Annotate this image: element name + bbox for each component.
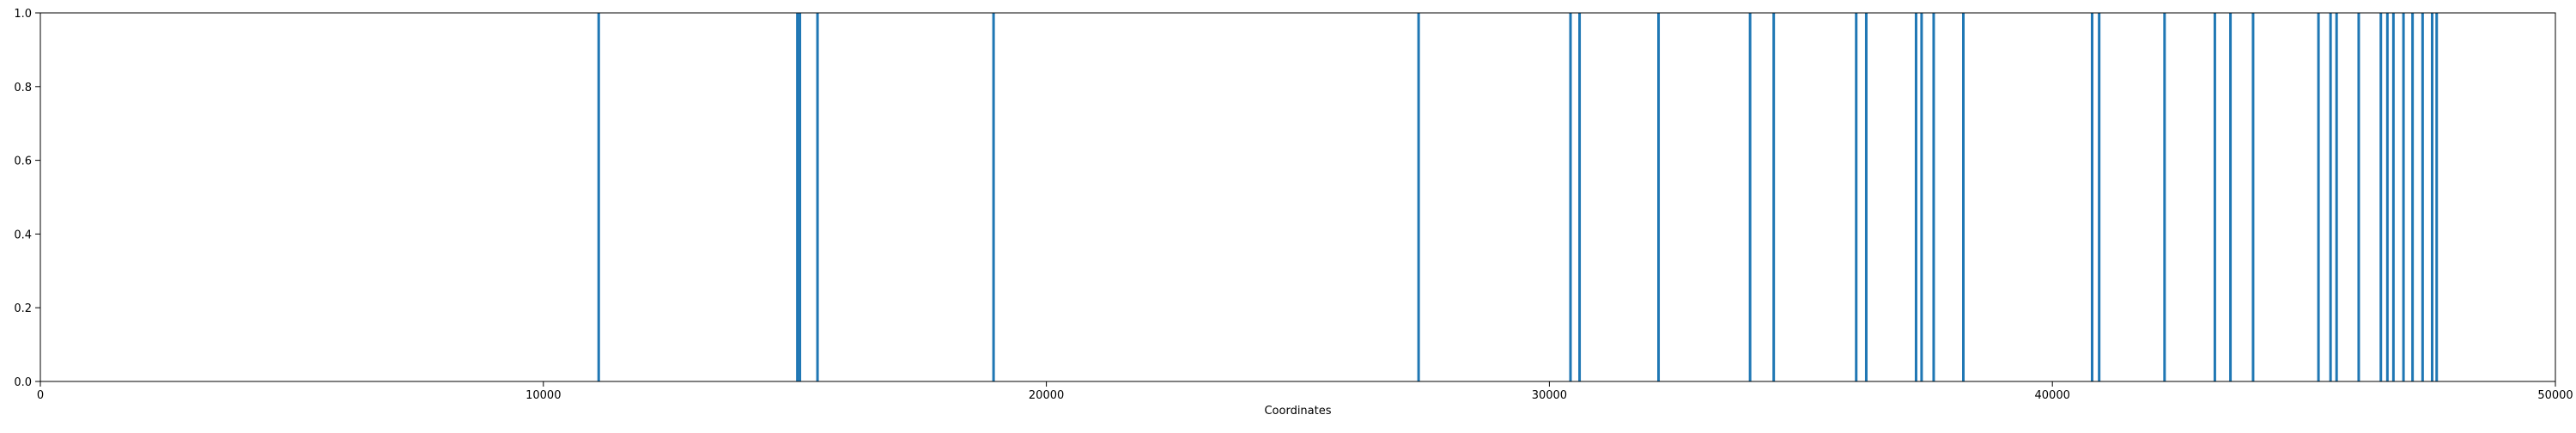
y-tick-label: 0.2 (14, 302, 32, 315)
y-tick-label: 0.6 (14, 156, 32, 168)
plot-frame (39, 12, 2556, 382)
x-tick-label: 0 (37, 389, 44, 402)
x-tick-label: 20000 (1029, 389, 1064, 402)
y-axis: 0.0 0.2 0.4 0.6 0.8 1.0 (14, 8, 40, 389)
y-tick-label: 0.0 (14, 376, 32, 389)
x-axis-label: Coordinates (1264, 405, 1331, 418)
x-tick-label: 50000 (2537, 389, 2573, 402)
x-tick-label: 30000 (1532, 389, 1567, 402)
x-tick-label: 10000 (526, 389, 561, 402)
x-tick-label: 40000 (2035, 389, 2070, 402)
x-axis: 0 10000 20000 30000 40000 50000 (37, 381, 2573, 402)
y-tick-label: 0.4 (14, 229, 32, 241)
y-tick-label: 0.8 (14, 82, 32, 95)
bars-layer (597, 13, 2439, 381)
y-tick-label: 1.0 (14, 8, 32, 21)
